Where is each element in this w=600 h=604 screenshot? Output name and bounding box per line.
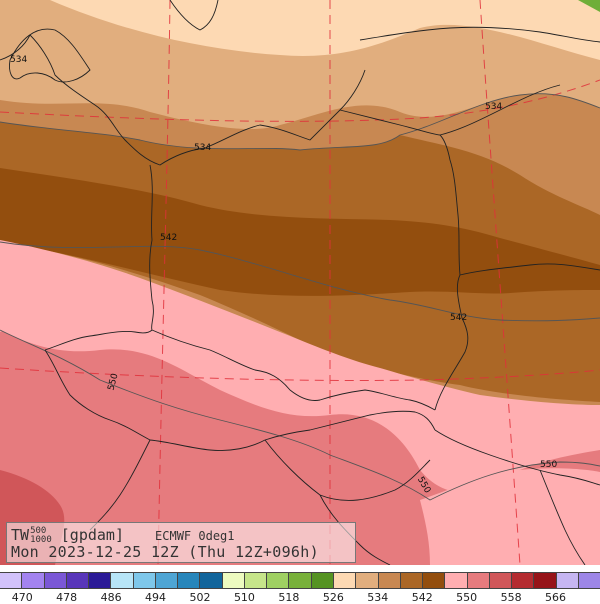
legend-swatch [534, 573, 557, 588]
legend-swatch [267, 573, 290, 588]
legend-tick-labels: 470 478 486 494 502 510 518 526 534 542 550 558 566 [0, 590, 600, 604]
legend-swatch [0, 573, 23, 588]
legend-swatch [356, 573, 379, 588]
meridian-line [157, 0, 171, 565]
legend-swatch [111, 573, 134, 588]
legend-swatch [333, 573, 357, 588]
borders [0, 0, 600, 565]
legend-tick-label: 526 [322, 591, 344, 604]
legend-tick-label: 558 [500, 591, 522, 604]
legend-swatch [133, 573, 156, 588]
legend-tick-label: 534 [367, 591, 389, 604]
legend-tick-label: 550 [456, 591, 478, 604]
variable-name: TW [11, 526, 30, 544]
legend-tick-label: 494 [145, 591, 167, 604]
border-lithuania [339, 84, 561, 136]
border-poland-germany [149, 164, 154, 331]
level-bottom: 1000 [30, 534, 52, 545]
coastline-baltic [0, 34, 366, 166]
border-czech-austria [149, 429, 311, 451]
legend-tick-label: 502 [189, 591, 211, 604]
legend-swatch [66, 573, 90, 588]
border-poland-slovakia [319, 389, 436, 411]
parallel-line [0, 79, 600, 122]
contour-542 [0, 241, 600, 322]
border-poland-czech [151, 329, 321, 401]
legend-swatch [311, 573, 334, 588]
legend-swatch [378, 573, 401, 588]
band-pink-patch [0, 305, 9, 332]
map-canvas: 534 534 534 542 542 550 550 550 [0, 0, 600, 565]
legend-swatch [244, 573, 268, 588]
legend-swatch [222, 573, 245, 588]
legend-swatch [445, 573, 468, 588]
model-label: ECMWF 0deg1 [155, 529, 235, 543]
parallel-line [0, 367, 600, 381]
weather-map: 534 534 534 542 542 550 550 550 [0, 0, 600, 565]
band-556-ne [578, 0, 600, 12]
map-info-box: TW 500 1000 [gpdam] ECMWF 0deg1 Mon 2023-1… [6, 522, 356, 563]
legend-tick-label: 542 [411, 591, 433, 604]
border-romania [434, 429, 600, 486]
lat-lon-grid [0, 0, 600, 565]
border-latvia [359, 26, 600, 43]
legend-tick-label: 486 [100, 591, 122, 604]
contour-label: 542 [450, 313, 467, 323]
meridian-line [479, 0, 521, 565]
border-belarus-ukraine [459, 263, 600, 276]
legend-swatch [556, 573, 579, 588]
legend-tick-label: 566 [545, 591, 567, 604]
legend-color-bar [0, 572, 600, 589]
unit-label: [gpdam] [60, 526, 124, 544]
legend-tick-label: 518 [278, 591, 300, 604]
level-top: 500 [30, 525, 47, 536]
coastline-denmark [9, 28, 91, 83]
legend-swatch [512, 573, 535, 588]
legend-swatch [89, 573, 112, 588]
legend-tick-label: 470 [11, 591, 33, 604]
contour-label: 534 [10, 55, 27, 65]
legend-swatch [200, 573, 223, 588]
border-poland-belarus [439, 134, 461, 276]
legend-swatch [400, 573, 424, 588]
contour-550 [0, 329, 600, 501]
map-title: TW 500 1000 [gpdam] ECMWF 0deg1 [11, 526, 235, 545]
border-moldova [539, 469, 586, 565]
level-fraction: 500 1000 [30, 525, 52, 545]
legend-swatch [423, 573, 446, 588]
legend-tick-label: 510 [233, 591, 255, 604]
legend-swatch [22, 573, 45, 588]
contour-label: 534 [485, 102, 502, 112]
border-serbia [319, 494, 391, 565]
border-czech-west [44, 349, 151, 441]
contour-label: 534 [194, 143, 211, 153]
valid-time: Mon 2023-12-25 12Z (Thu 12Z+096h) [11, 543, 319, 561]
legend-swatch [44, 573, 67, 588]
contour-label: 542 [160, 233, 177, 243]
color-legend: 470 478 486 494 502 510 518 526 534 542 550 558 566 [0, 572, 600, 604]
legend-tick-label: 478 [56, 591, 78, 604]
border-czech-germany [44, 329, 153, 351]
coastline-sweden [169, 0, 219, 31]
legend-swatch [489, 573, 513, 588]
thickness-bands [0, 0, 600, 565]
contour-label: 550 [540, 460, 557, 470]
legend-swatch [578, 573, 600, 588]
border-hungary [264, 439, 431, 501]
border-slovakia [309, 410, 436, 431]
legend-swatch [178, 573, 201, 588]
band-550-east [420, 468, 600, 565]
legend-swatch [155, 573, 179, 588]
border-austria-slovenia [89, 439, 151, 531]
contour-label: 550 [107, 372, 121, 391]
legend-swatch [289, 573, 312, 588]
legend-swatch [467, 573, 490, 588]
border-poland-ukraine [434, 274, 469, 411]
